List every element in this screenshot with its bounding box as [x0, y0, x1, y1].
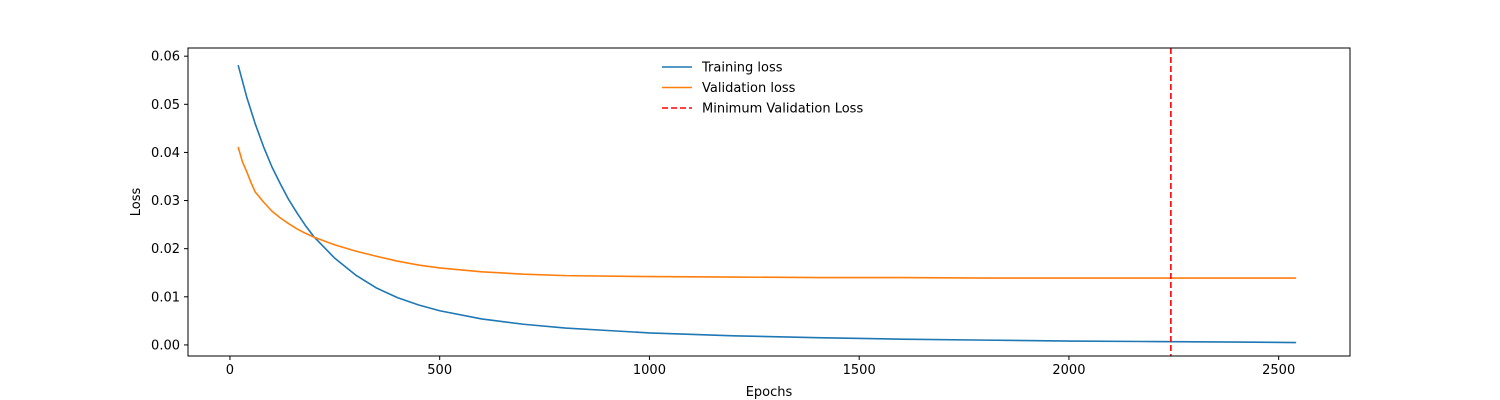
legend-label-training: Training loss — [701, 61, 783, 76]
axes-frame — [187, 47, 1351, 357]
y-axis-title: Loss — [129, 188, 144, 217]
x-tick-label: 0 — [226, 363, 234, 378]
y-tick-label: 0.04 — [151, 146, 180, 161]
x-tick-label: 2500 — [1262, 363, 1295, 378]
x-tick-label: 1000 — [633, 363, 666, 378]
legend-label-validation: Validation loss — [702, 81, 796, 96]
y-tick-label: 0.03 — [151, 194, 180, 209]
y-tick-label: 0.06 — [151, 50, 180, 65]
y-tick-label: 0.05 — [151, 98, 180, 113]
y-tick-label: 0.02 — [151, 242, 180, 257]
series-line-1 — [237, 146, 1297, 279]
legend: Training loss Validation loss Minimum Va… — [662, 61, 863, 117]
x-tick-label: 1500 — [843, 363, 876, 378]
series-line-0 — [237, 65, 1297, 344]
series-layer — [237, 65, 1297, 344]
x-axis-title: Epochs — [746, 385, 793, 400]
x-ticks: 0 500 1000 1500 2000 2500 — [226, 356, 1295, 378]
x-tick-label: 2000 — [1052, 363, 1085, 378]
y-tick-label: 0.01 — [151, 290, 180, 305]
x-tick-label: 500 — [427, 363, 452, 378]
legend-label-min-validation: Minimum Validation Loss — [702, 102, 863, 117]
y-ticks: 0.00 0.01 0.02 0.03 0.04 0.05 0.06 — [151, 50, 188, 353]
y-tick-label: 0.00 — [151, 338, 180, 353]
